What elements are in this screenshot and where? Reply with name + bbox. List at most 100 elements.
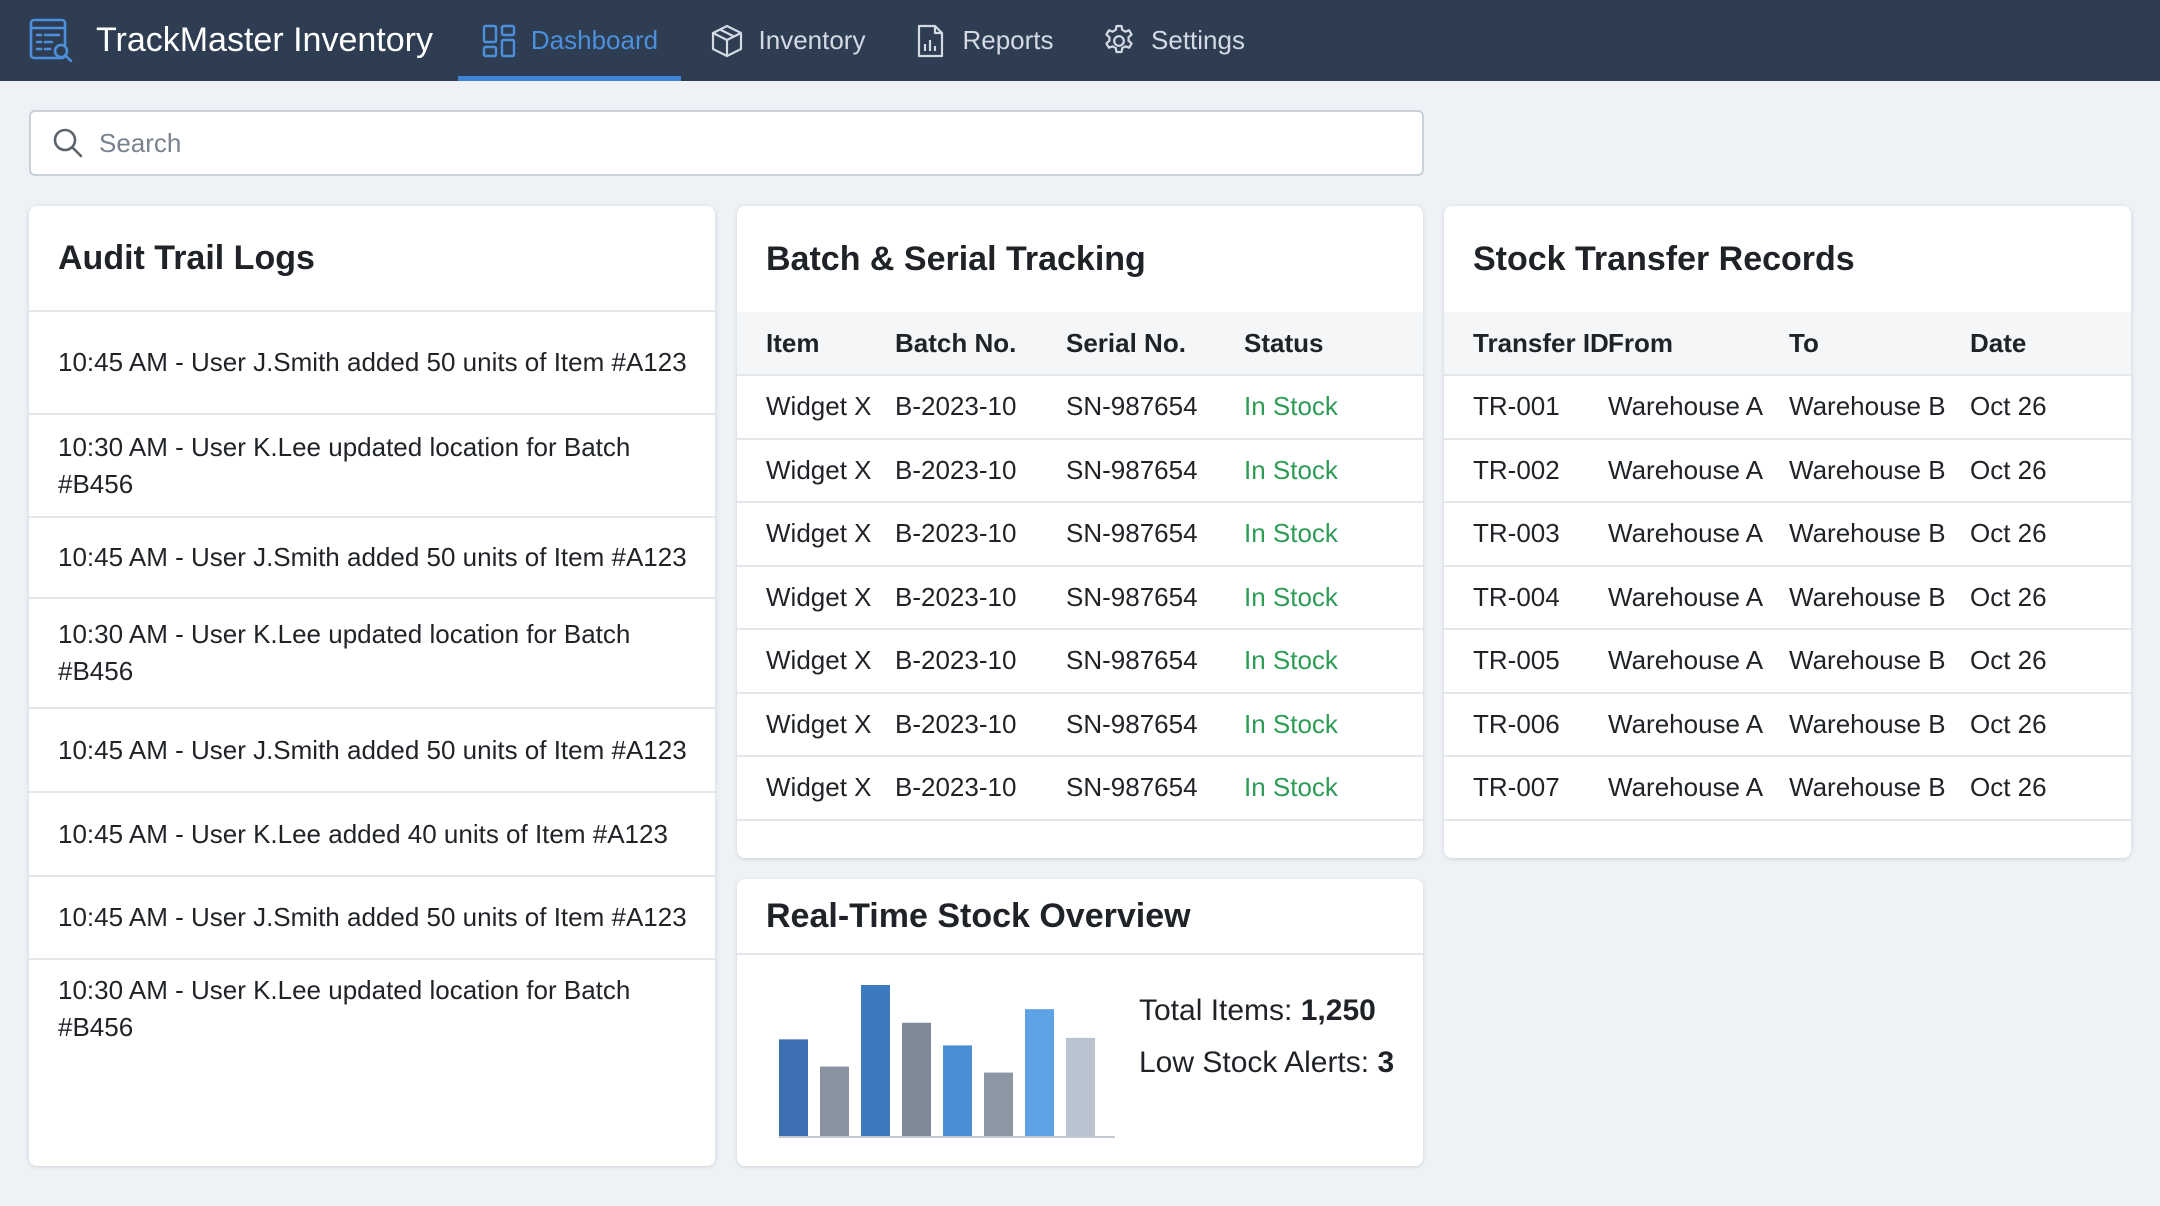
table-row[interactable]: TR-004 Warehouse A Warehouse B Oct 26 [1444, 565, 2131, 630]
to-cell: Warehouse B [1789, 692, 1970, 757]
table-row[interactable]: Widget X B-2023-10 SN-987654 In Stock [737, 756, 1423, 821]
tab-dashboard[interactable]: Dashboard [458, 0, 681, 81]
audit-log-item[interactable]: 10:30 AM - User K.Lee updated location f… [29, 415, 715, 518]
low-stock-value: 3 [1377, 1046, 1395, 1079]
date-cell: Oct 26 [1970, 502, 2131, 567]
date-cell: Oct 26 [1970, 629, 2131, 694]
item-cell: Widget X [737, 375, 895, 440]
item-cell: Widget X [737, 629, 895, 694]
audit-log-item[interactable]: 10:45 AM - User J.Smith added 50 units o… [29, 312, 715, 415]
from-cell: Warehouse A [1608, 565, 1789, 630]
low-stock-label: Low Stock Alerts: [1139, 1046, 1370, 1079]
column-header-status[interactable]: Status [1244, 312, 1423, 376]
item-cell: Widget X [737, 438, 895, 503]
tab-inventory[interactable]: Inventory [706, 0, 868, 81]
table-row[interactable]: Widget X B-2023-10 SN-987654 In Stock [737, 692, 1423, 757]
stock-bar [861, 985, 890, 1136]
audit-log-item[interactable]: 10:30 AM - User K.Lee updated location f… [29, 599, 715, 709]
batch-serial-card: Batch & Serial Tracking Item Batch No. S… [737, 206, 1423, 858]
stock-overview-body: Total Items: 1,250 Low Stock Alerts: 3 [737, 955, 1423, 1164]
column-header-transfer-id[interactable]: Transfer ID [1444, 312, 1609, 376]
column-header-to[interactable]: To [1789, 312, 1970, 376]
app-title: TrackMaster Inventory [96, 20, 433, 59]
from-cell: Warehouse A [1608, 692, 1789, 757]
table-row[interactable]: Widget X B-2023-10 SN-987654 In Stock [737, 502, 1423, 567]
table-row[interactable]: TR-003 Warehouse A Warehouse B Oct 26 [1444, 502, 2131, 567]
stock-overview-title: Real-Time Stock Overview [737, 879, 1423, 955]
tab-inventory-label: Inventory [758, 25, 866, 55]
search-bar [29, 110, 1424, 176]
status-cell: In Stock [1244, 375, 1423, 440]
tab-reports[interactable]: Reports [912, 0, 1054, 81]
transfer-id-cell: TR-004 [1444, 565, 1608, 630]
brand[interactable]: TrackMaster Inventory [28, 14, 433, 66]
batch-no-cell: B-2023-10 [895, 502, 1066, 567]
audit-log-item[interactable]: 10:45 AM - User J.Smith added 50 units o… [29, 877, 715, 960]
column-header-batch-no[interactable]: Batch No. [895, 312, 1066, 376]
top-navigation-bar: TrackMaster Inventory Dashboard Inventor… [0, 0, 2160, 81]
stock-overview-card: Real-Time Stock Overview Total Items: 1,… [737, 879, 1423, 1166]
audit-log-item[interactable]: 10:30 AM - User K.Lee updated location f… [58, 975, 631, 1042]
audit-log-list: 10:45 AM - User J.Smith added 50 units o… [29, 312, 715, 1160]
column-header-serial-no[interactable]: Serial No. [1066, 312, 1244, 376]
status-cell: In Stock [1244, 756, 1423, 821]
table-row[interactable]: TR-006 Warehouse A Warehouse B Oct 26 [1444, 692, 2131, 757]
serial-no-cell: SN-987654 [1066, 756, 1244, 821]
table-row[interactable]: Widget X B-2023-10 SN-987654 In Stock [737, 629, 1423, 694]
batch-no-cell: B-2023-10 [895, 565, 1066, 630]
item-cell: Widget X [737, 692, 895, 757]
batch-serial-table: Item Batch No. Serial No. Status Widget … [737, 312, 1423, 821]
to-cell: Warehouse B [1789, 438, 1970, 503]
tab-settings[interactable]: Settings [1099, 0, 1247, 81]
table-row[interactable]: TR-001 Warehouse A Warehouse B Oct 26 [1444, 375, 2131, 440]
column-header-date[interactable]: Date [1970, 312, 2131, 376]
from-cell: Warehouse A [1608, 375, 1789, 440]
from-cell: Warehouse A [1608, 629, 1789, 694]
table-header-row: Item Batch No. Serial No. Status [737, 312, 1423, 376]
batch-no-cell: B-2023-10 [895, 629, 1066, 694]
tab-reports-label: Reports [962, 25, 1054, 55]
date-cell: Oct 26 [1970, 692, 2131, 757]
column-header-item[interactable]: Item [737, 312, 895, 376]
transfer-id-cell: TR-006 [1444, 692, 1608, 757]
audit-trail-title: Audit Trail Logs [29, 206, 715, 312]
audit-trail-card: Audit Trail Logs 10:45 AM - User J.Smith… [29, 206, 715, 1166]
date-cell: Oct 26 [1970, 375, 2131, 440]
stock-bar [820, 1066, 849, 1136]
table-row[interactable]: TR-002 Warehouse A Warehouse B Oct 26 [1444, 438, 2131, 503]
stock-mini-bar-chart [779, 985, 1115, 1138]
tab-settings-label: Settings [1151, 25, 1245, 55]
status-cell: In Stock [1244, 438, 1423, 503]
item-cell: Widget X [737, 756, 895, 821]
audit-log-item[interactable]: 10:45 AM - User J.Smith added 50 units o… [29, 518, 715, 599]
item-cell: Widget X [737, 565, 895, 630]
transfer-id-cell: TR-001 [1444, 375, 1608, 440]
date-cell: Oct 26 [1970, 756, 2131, 821]
serial-no-cell: SN-987654 [1066, 375, 1244, 440]
stock-bar [902, 1022, 931, 1136]
table-header-row: Transfer ID From To Date [1444, 312, 2131, 376]
table-row[interactable]: Widget X B-2023-10 SN-987654 In Stock [737, 565, 1423, 630]
serial-no-cell: SN-987654 [1066, 565, 1244, 630]
audit-log-item[interactable]: 10:45 AM - User K.Lee added 40 units of … [29, 793, 715, 877]
total-items-value: 1,250 [1300, 994, 1376, 1027]
audit-log-item[interactable]: 10:45 AM - User J.Smith added 50 units o… [29, 709, 715, 793]
to-cell: Warehouse B [1789, 629, 1970, 694]
to-cell: Warehouse B [1789, 375, 1970, 440]
table-row[interactable]: Widget X B-2023-10 SN-987654 In Stock [737, 375, 1423, 440]
batch-no-cell: B-2023-10 [895, 375, 1066, 440]
date-cell: Oct 26 [1970, 565, 2131, 630]
stock-transfer-card: Stock Transfer Records Transfer ID From … [1444, 206, 2131, 858]
transfer-id-cell: TR-005 [1444, 629, 1608, 694]
column-header-from[interactable]: From [1608, 312, 1789, 376]
search-icon [53, 128, 83, 158]
table-row[interactable]: TR-007 Warehouse A Warehouse B Oct 26 [1444, 756, 2131, 821]
table-row[interactable]: Widget X B-2023-10 SN-987654 In Stock [737, 438, 1423, 503]
stock-bar [1025, 1009, 1054, 1136]
stock-bar [779, 1039, 808, 1136]
table-row[interactable]: TR-005 Warehouse A Warehouse B Oct 26 [1444, 629, 2131, 694]
search-input[interactable] [99, 118, 1399, 168]
stock-bar [984, 1072, 1013, 1136]
from-cell: Warehouse A [1608, 756, 1789, 821]
date-cell: Oct 26 [1970, 438, 2131, 503]
